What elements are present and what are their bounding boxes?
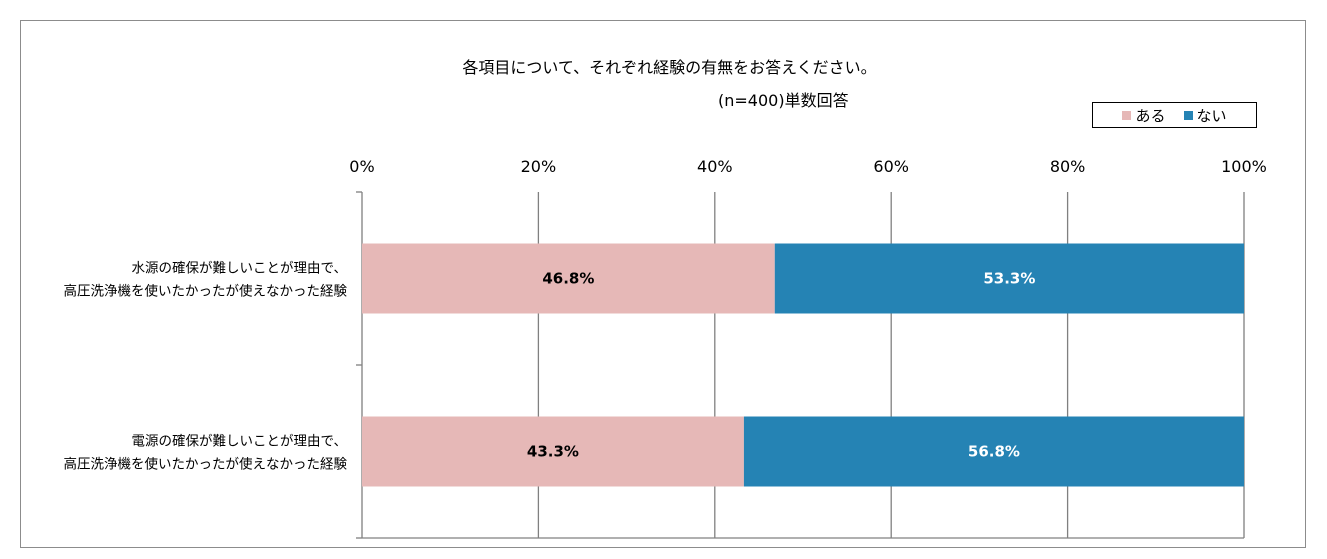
category-label-1: 電源の確保が難しいことが理由で、高圧洗浄機を使いたかったが使えなかった経験 bbox=[64, 434, 348, 473]
legend-label-aru: ある bbox=[1135, 106, 1166, 125]
legend-item-aru: ある bbox=[1122, 105, 1166, 126]
data-label-nai-1: 56.8% bbox=[968, 443, 1020, 461]
data-label-nai-0: 53.3% bbox=[983, 270, 1035, 288]
chart-legend: ある ない bbox=[1092, 102, 1257, 128]
legend-label-nai: ない bbox=[1196, 106, 1227, 125]
bar-nai-1 bbox=[743, 416, 1244, 487]
bar-aru-1 bbox=[362, 416, 744, 487]
legend-swatch-nai bbox=[1183, 110, 1193, 120]
x-tick-label-1: 20% bbox=[521, 157, 557, 176]
data-label-aru-1: 43.3% bbox=[527, 443, 579, 461]
bar-nai-0 bbox=[774, 243, 1244, 314]
x-tick-label-2: 40% bbox=[697, 157, 733, 176]
x-tick-label-5: 100% bbox=[1221, 157, 1267, 176]
x-tick-label-0: 0% bbox=[349, 157, 374, 176]
chart-subtitle: (n=400)単数回答 bbox=[718, 91, 849, 110]
x-tick-label-4: 80% bbox=[1050, 157, 1086, 176]
bar-aru-0 bbox=[362, 243, 775, 314]
legend-swatch-aru bbox=[1122, 110, 1132, 120]
legend-item-nai: ない bbox=[1183, 105, 1227, 126]
x-tick-label-3: 60% bbox=[873, 157, 909, 176]
data-label-aru-0: 46.8% bbox=[542, 270, 594, 288]
category-label-0: 水源の確保が難しいことが理由で、高圧洗浄機を使いたかったが使えなかった経験 bbox=[64, 261, 348, 300]
chart-title: 各項目について、それぞれ経験の有無をお答えください。 bbox=[462, 58, 877, 77]
